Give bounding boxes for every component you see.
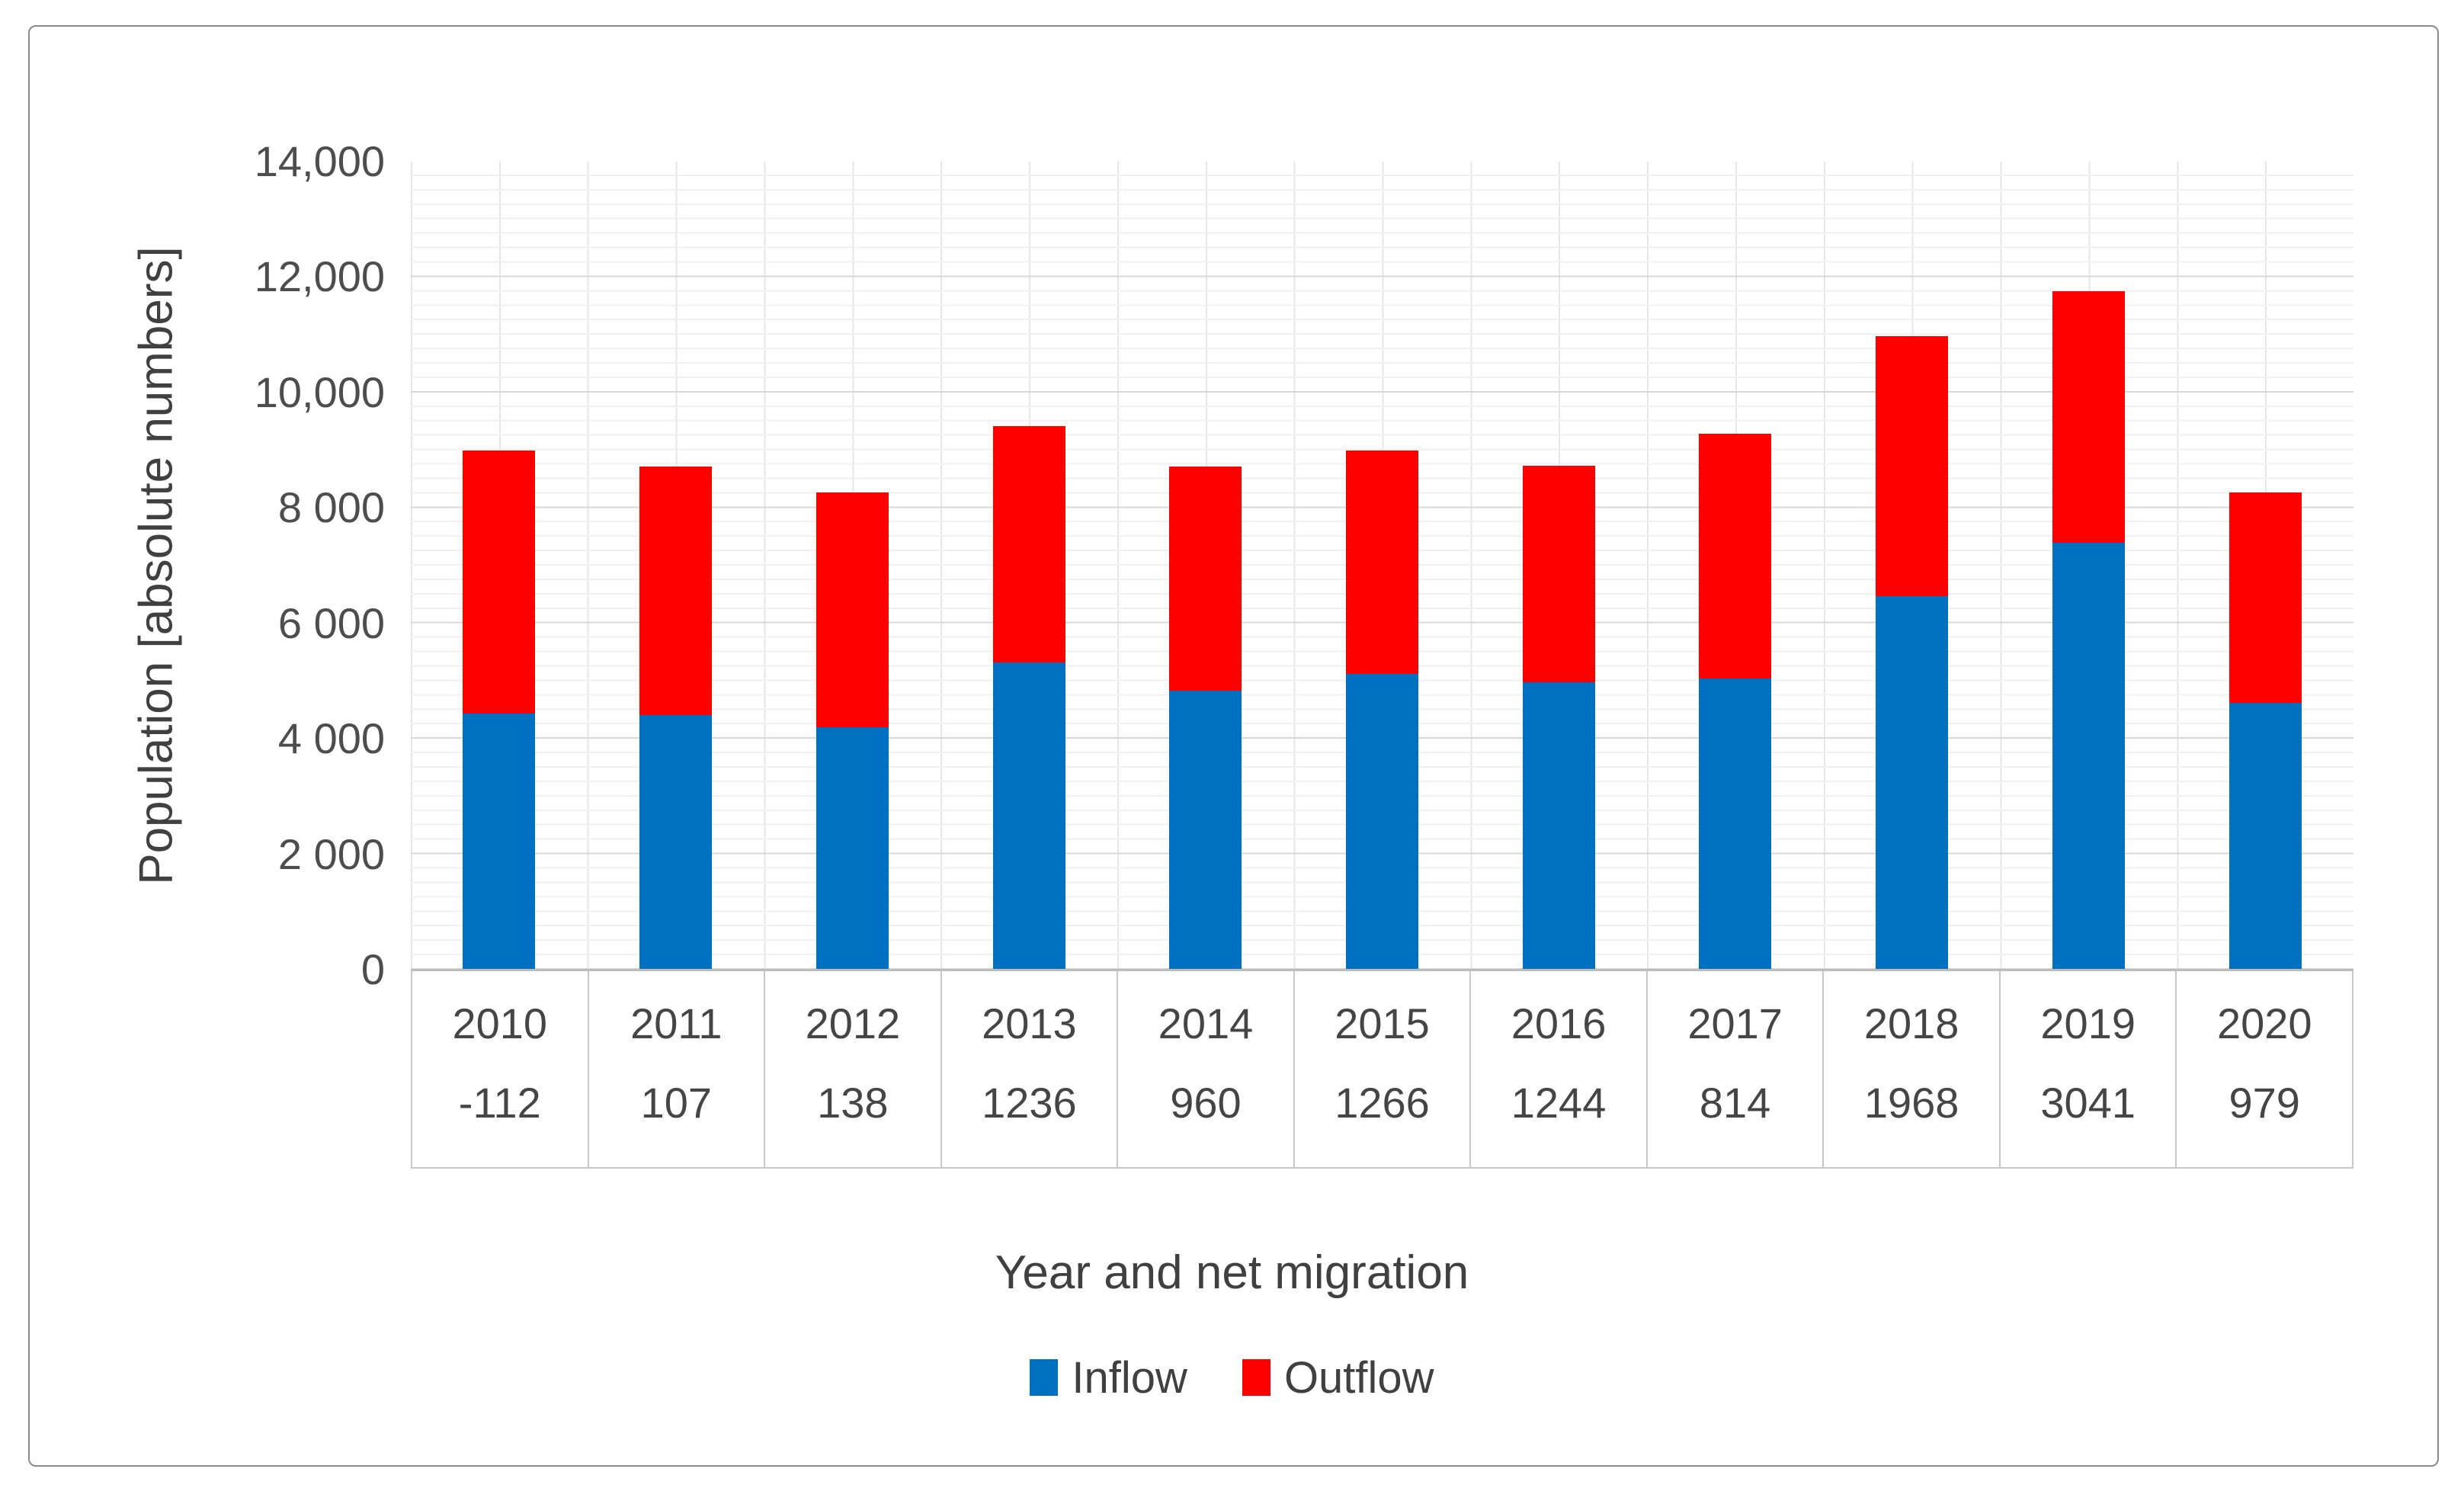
category-year-label: 2010 bbox=[452, 999, 548, 1047]
category-net-label: 3041 bbox=[2040, 1079, 2136, 1127]
bar-inflow-2019 bbox=[2052, 543, 2125, 970]
legend-label-inflow: Inflow bbox=[1072, 1352, 1187, 1403]
category-net-label: 138 bbox=[817, 1079, 889, 1127]
category-cell-2011: 2011 107 bbox=[589, 971, 766, 1167]
category-year-label: 2012 bbox=[805, 999, 901, 1047]
category-net-label: 1266 bbox=[1335, 1079, 1430, 1127]
category-cell-2010: 2010 -112 bbox=[412, 971, 589, 1167]
category-net-label: 1236 bbox=[982, 1079, 1077, 1127]
legend: Inflow Outflow bbox=[28, 1351, 2436, 1404]
bar-inflow-2015 bbox=[1346, 673, 1418, 970]
category-cell-2018: 2018 1968 bbox=[1824, 971, 2001, 1167]
bar-inflow-2018 bbox=[1876, 595, 1949, 970]
y-tick-label: 2 000 bbox=[277, 829, 385, 878]
legend-label-outflow: Outflow bbox=[1283, 1352, 1434, 1403]
bar-inflow-2014 bbox=[1169, 690, 1242, 970]
bar-outflow-2014 bbox=[1169, 466, 1242, 691]
bar-inflow-2017 bbox=[1699, 678, 1772, 970]
category-cell-2019: 2019 3041 bbox=[2001, 971, 2177, 1167]
bar-outflow-2015 bbox=[1346, 451, 1418, 674]
category-net-label: 107 bbox=[640, 1079, 713, 1127]
category-year-label: 2015 bbox=[1335, 999, 1430, 1047]
category-cell-2017: 2017 814 bbox=[1648, 971, 1825, 1167]
bar-inflow-2010 bbox=[463, 713, 536, 970]
bar-outflow-2012 bbox=[815, 492, 889, 727]
category-cell-2020: 2020 979 bbox=[2177, 971, 2354, 1167]
category-year-label: 2020 bbox=[2216, 999, 2312, 1047]
category-net-label: 814 bbox=[1699, 1079, 1771, 1127]
y-tick-label: 6 000 bbox=[277, 598, 385, 647]
y-tick-label: 14,000 bbox=[254, 137, 385, 185]
category-axis-line bbox=[411, 969, 2353, 971]
category-year-label: 2017 bbox=[1687, 999, 1783, 1047]
y-axis-title: Population [absolute numbers] bbox=[130, 246, 183, 885]
category-year-label: 2011 bbox=[630, 999, 723, 1047]
y-tick-label: 8 000 bbox=[277, 483, 385, 532]
legend-item-outflow: Outflow bbox=[1242, 1352, 1434, 1403]
bar-inflow-2012 bbox=[815, 726, 889, 970]
legend-item-inflow: Inflow bbox=[1030, 1352, 1187, 1403]
bar-outflow-2018 bbox=[1876, 335, 1949, 596]
category-axis: 2010 -112 2011 107 2012 138 2013 1236 2014 960 201… bbox=[411, 971, 2354, 1169]
bar-inflow-2020 bbox=[2228, 702, 2302, 970]
x-axis-title: Year and net migration bbox=[995, 1246, 1469, 1299]
y-tick-label: 12,000 bbox=[254, 252, 385, 301]
category-year-label: 2014 bbox=[1158, 999, 1254, 1047]
bar-outflow-2020 bbox=[2228, 492, 2302, 703]
y-tick-label: 10,000 bbox=[254, 367, 385, 416]
category-net-label: 960 bbox=[1170, 1079, 1242, 1127]
category-year-label: 2019 bbox=[2040, 999, 2136, 1047]
y-tick-label: 0 bbox=[360, 945, 385, 993]
bar-outflow-2016 bbox=[1522, 466, 1595, 682]
category-net-label: 979 bbox=[2228, 1079, 2300, 1127]
bar-outflow-2017 bbox=[1699, 434, 1772, 678]
bar-inflow-2013 bbox=[992, 662, 1065, 970]
category-cell-2015: 2015 1266 bbox=[1295, 971, 1472, 1167]
inflow-swatch-icon bbox=[1030, 1359, 1059, 1396]
category-cell-2016: 2016 1244 bbox=[1471, 971, 1648, 1167]
category-year-label: 2016 bbox=[1511, 999, 1607, 1047]
category-net-label: 1244 bbox=[1511, 1079, 1607, 1127]
category-cell-2012: 2012 138 bbox=[765, 971, 942, 1167]
category-year-label: 2013 bbox=[982, 999, 1077, 1047]
bar-outflow-2011 bbox=[639, 466, 713, 715]
bar-outflow-2019 bbox=[2052, 291, 2125, 544]
bar-inflow-2011 bbox=[639, 714, 713, 970]
outflow-swatch-icon bbox=[1242, 1359, 1270, 1396]
plot-area bbox=[411, 162, 2353, 970]
y-tick-label: 4 000 bbox=[277, 714, 385, 763]
category-year-label: 2018 bbox=[1863, 999, 1959, 1047]
category-net-label: 1968 bbox=[1863, 1079, 1959, 1127]
category-cell-2013: 2013 1236 bbox=[942, 971, 1119, 1167]
bar-outflow-2013 bbox=[992, 425, 1065, 662]
bar-inflow-2016 bbox=[1522, 682, 1595, 970]
category-net-label: -112 bbox=[458, 1079, 541, 1127]
bar-outflow-2010 bbox=[463, 450, 536, 714]
category-cell-2014: 2014 960 bbox=[1118, 971, 1295, 1167]
